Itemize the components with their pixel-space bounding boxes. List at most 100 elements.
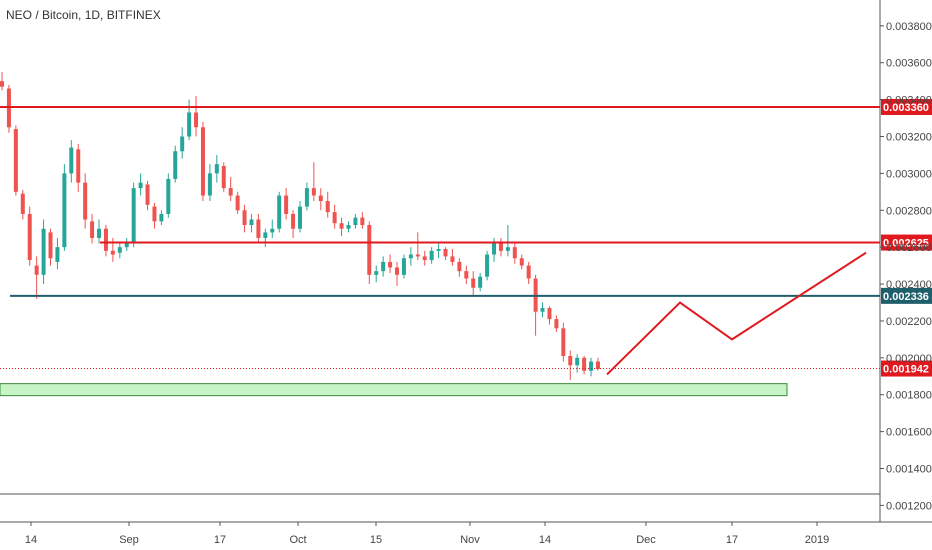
candle-body xyxy=(360,217,365,226)
candle-body xyxy=(297,206,302,229)
candle-body xyxy=(339,223,344,229)
last-price-tag xyxy=(881,360,932,377)
x-tick-label: Nov xyxy=(460,534,480,546)
candle-body xyxy=(214,164,219,174)
candle-body xyxy=(485,254,490,277)
candle-body xyxy=(575,357,580,366)
candle-body xyxy=(332,212,337,224)
candle-body xyxy=(110,250,115,255)
candle-body xyxy=(547,308,552,320)
y-tick-label: 0.003800 xyxy=(886,21,932,33)
y-tick-label: 0.003600 xyxy=(886,58,932,70)
candle-body xyxy=(540,308,545,312)
candle-body xyxy=(180,136,185,152)
candle-body xyxy=(346,225,351,229)
projection-layer xyxy=(606,251,867,376)
candle-body xyxy=(173,151,178,179)
candle-body xyxy=(374,271,379,275)
y-tick-label: 0.003000 xyxy=(886,168,932,180)
candle-body xyxy=(242,210,247,226)
x-tick-label: Sep xyxy=(119,534,139,546)
candle-body xyxy=(401,258,406,275)
y-tick-label: 0.002200 xyxy=(886,316,932,328)
resistance-2-price-tag xyxy=(881,234,932,251)
x-tick-label: 14 xyxy=(539,534,551,546)
candle-body xyxy=(568,355,573,366)
x-tick-label: 17 xyxy=(726,534,738,546)
last-price-label: 0.001942 xyxy=(883,364,929,376)
y-tick-label: 0.001200 xyxy=(886,500,932,512)
candle-body xyxy=(256,219,261,238)
candle-body xyxy=(166,178,171,214)
candles-layer xyxy=(0,71,600,380)
chart-title: NEO / Bitcoin, 1D, BITFINEX xyxy=(6,8,161,22)
x-tick-label: 14 xyxy=(25,534,37,546)
x-tick-label: 17 xyxy=(214,534,226,546)
candle-body xyxy=(20,193,25,214)
candle-body xyxy=(0,81,4,87)
candle-body xyxy=(62,173,67,248)
candle-body xyxy=(284,195,289,214)
candle-body xyxy=(388,261,393,268)
candle-body xyxy=(200,127,205,196)
candle-body xyxy=(138,182,143,189)
candle-body xyxy=(595,361,600,369)
candle-body xyxy=(436,249,441,251)
candle-body xyxy=(131,188,136,244)
candle-body xyxy=(235,195,240,211)
candle-body xyxy=(478,276,483,288)
candle-body xyxy=(457,261,462,272)
candle-body xyxy=(207,173,212,196)
candle-body xyxy=(561,328,566,356)
support-price-tag xyxy=(881,287,932,304)
y-tick-label: 0.001400 xyxy=(886,464,932,476)
candle-body xyxy=(381,261,386,272)
candle-body xyxy=(291,213,296,229)
candle-body xyxy=(353,217,358,226)
candle-body xyxy=(277,195,282,229)
candle-body xyxy=(395,267,400,275)
y-tick-label: 0.003400 xyxy=(886,95,932,107)
x-tick-label: Dec xyxy=(636,534,656,546)
demand-zone-layer xyxy=(0,383,788,397)
candle-body xyxy=(187,112,192,137)
y-tick-label: 0.001800 xyxy=(886,390,932,402)
candle-body xyxy=(83,182,88,220)
x-tick-label: 2019 xyxy=(805,534,829,546)
candle-body xyxy=(512,247,517,259)
candle-body xyxy=(367,225,372,275)
candle-body xyxy=(526,265,531,279)
y-tick-label: 0.002000 xyxy=(886,353,932,365)
candle-body xyxy=(505,247,510,251)
candle-body xyxy=(263,232,268,238)
candle-body xyxy=(429,250,434,261)
candle-body xyxy=(69,147,74,174)
candle-body xyxy=(159,213,164,222)
x-tick-label: 15 xyxy=(370,534,382,546)
candle-body xyxy=(270,228,275,233)
candle-body xyxy=(55,247,60,262)
y-tick-label: 0.001600 xyxy=(886,427,932,439)
resistance-1-price-tag xyxy=(881,98,932,115)
candle-body xyxy=(408,254,413,259)
y-tick-label: 0.003200 xyxy=(886,131,932,143)
candle-body xyxy=(124,243,129,248)
candle-body xyxy=(464,271,469,279)
candle-body xyxy=(48,232,53,259)
candle-body xyxy=(249,219,254,226)
candle-body xyxy=(415,254,420,257)
candle-body xyxy=(311,188,316,196)
demand-zone xyxy=(0,383,788,397)
candle-body xyxy=(194,112,199,128)
candle-body xyxy=(152,206,157,222)
candle-body xyxy=(145,184,150,205)
support-price-label: 0.002336 xyxy=(883,291,929,303)
candle-body xyxy=(221,166,226,189)
candle-body xyxy=(325,201,330,213)
x-tick-label: Oct xyxy=(289,534,306,546)
y-tick-label: 0.002800 xyxy=(886,205,932,217)
candle-body xyxy=(34,265,39,275)
candle-body xyxy=(13,129,18,192)
